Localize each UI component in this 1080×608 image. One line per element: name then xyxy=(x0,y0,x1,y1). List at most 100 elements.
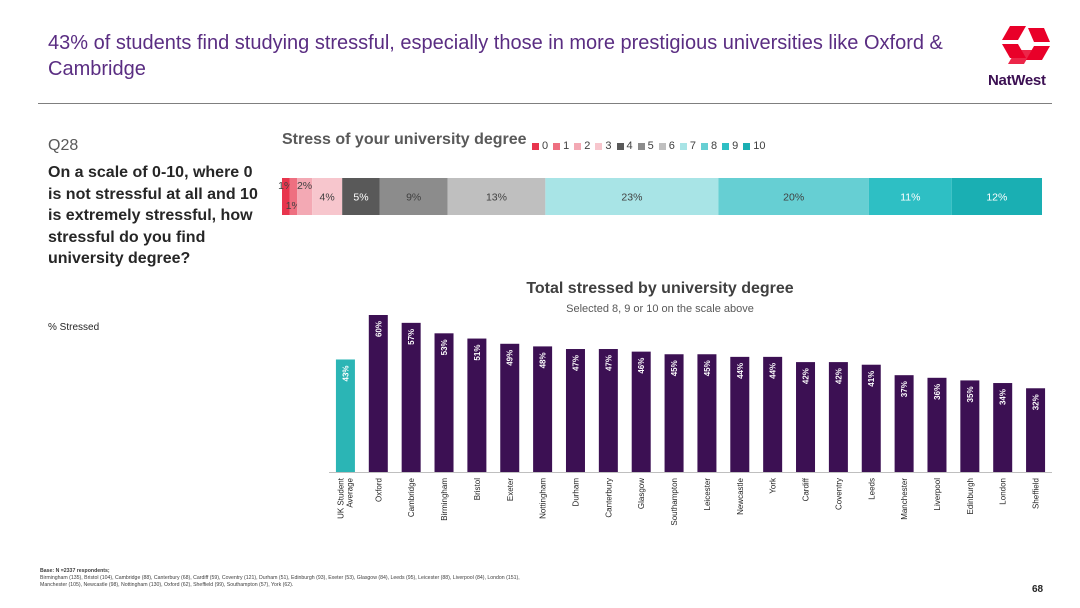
stack-segment-0 xyxy=(282,178,290,215)
category-label: Edinburgh xyxy=(966,478,975,514)
legend-swatch xyxy=(679,142,687,150)
stack-segment-4 xyxy=(342,178,380,215)
legend-item-3: 3 xyxy=(595,140,612,152)
bar-value-label: 53% xyxy=(440,339,449,355)
stack-label-10: 12% xyxy=(986,192,1007,204)
legend-swatch xyxy=(722,142,730,150)
legend-item-4: 4 xyxy=(616,140,633,152)
stack-segment-8 xyxy=(718,178,869,215)
stack-segment-3 xyxy=(312,178,343,215)
bar-edinburgh xyxy=(960,380,980,472)
stack-segment-10 xyxy=(951,178,1042,215)
stack-label-7: 23% xyxy=(621,192,642,204)
bar-value-label: 45% xyxy=(703,360,712,376)
bar-value-label: 45% xyxy=(670,360,679,376)
bar-value-label: 51% xyxy=(473,345,482,361)
bar-leeds xyxy=(861,364,881,472)
legend-label: 0 xyxy=(542,140,549,152)
legend-item-9: 9 xyxy=(722,140,738,152)
bar-leicester xyxy=(697,354,717,472)
category-label: Average xyxy=(345,477,354,507)
bar-value-label: 36% xyxy=(933,384,942,400)
footnote-line-1: Birmingham (135), Bristol (104), Cambrid… xyxy=(40,575,520,581)
category-label: Cardiff xyxy=(802,477,811,501)
bar-southampton xyxy=(664,354,684,472)
bar-value-label: 42% xyxy=(834,368,843,384)
bar-cardiff xyxy=(796,362,816,472)
stack-label-5: 9% xyxy=(406,192,421,204)
legend-item-10: 10 xyxy=(743,140,766,152)
bar-newcastle xyxy=(730,356,750,472)
stacked-chart-title: Stress of your university degree xyxy=(282,131,527,148)
legend-swatch xyxy=(637,142,645,150)
legend-item-8: 8 xyxy=(701,140,717,152)
category-label: Durham xyxy=(571,478,580,507)
stack-label-3: 4% xyxy=(320,192,335,204)
category-label: Cambridge xyxy=(407,477,416,517)
legend-item-2: 2 xyxy=(574,140,590,152)
natwest-logo-icon xyxy=(1002,26,1050,64)
category-label: Liverpool xyxy=(933,478,942,511)
category-label: Canterbury xyxy=(604,478,613,518)
legend-label: 6 xyxy=(668,140,675,152)
category-label: UK Student xyxy=(336,477,345,519)
bar-value-label: 32% xyxy=(1032,394,1041,410)
bar-value-label: 35% xyxy=(966,386,975,402)
bar-value-label: 34% xyxy=(999,389,1008,405)
bar-value-label: 49% xyxy=(506,350,515,366)
footnote-base: Base: N =2337 respondents; xyxy=(40,568,110,574)
category-label: Newcastle xyxy=(736,477,745,514)
legend-swatch xyxy=(595,142,603,150)
category-label: Birmingham xyxy=(440,478,449,521)
category-label: Bristol xyxy=(473,478,482,500)
legend-label: 5 xyxy=(647,140,654,152)
bar-value-label: 57% xyxy=(407,329,416,345)
legend-label: 7 xyxy=(689,140,696,152)
stack-label-9: 11% xyxy=(900,192,920,204)
legend-swatch xyxy=(616,142,624,150)
legend-item-7: 7 xyxy=(679,140,696,152)
bar-value-label: 42% xyxy=(802,368,811,384)
category-label: Nottingham xyxy=(539,478,548,519)
footnote: Base: N =2337 respondents; Birmingham (1… xyxy=(40,568,1000,589)
bar-coventry xyxy=(828,362,848,472)
bar-sheffield xyxy=(1026,388,1046,472)
bar-bristol xyxy=(467,338,487,472)
legend-label: 3 xyxy=(605,140,612,152)
legend-item-6: 6 xyxy=(658,140,675,152)
bar-glasgow xyxy=(631,351,651,472)
legend-swatch xyxy=(532,142,539,150)
stack-segment-1 xyxy=(289,178,298,215)
category-label: Oxford xyxy=(374,478,383,502)
header-divider xyxy=(38,103,1052,104)
legend-label: 1 xyxy=(563,140,570,152)
category-label: Sheffield xyxy=(1032,478,1041,509)
stack-label-2: 2% xyxy=(297,180,312,192)
column-chart-title: Total stressed by university degree xyxy=(526,280,794,297)
category-label: Exeter xyxy=(506,478,515,501)
bar-birmingham xyxy=(434,333,454,472)
stack-label-4: 5% xyxy=(353,192,368,204)
stack-segment-9 xyxy=(868,178,952,215)
question-text: On a scale of 0-10, where 0 is not stres… xyxy=(48,164,258,267)
legend-swatch xyxy=(658,142,666,150)
column-chart: 43% UK Student Average 60% Oxford 57% Cambridg… xyxy=(329,315,1052,526)
bar-nottingham xyxy=(533,346,553,472)
legend-label: 9 xyxy=(732,140,739,152)
page-title: 43% of students find studying stressful,… xyxy=(48,32,943,80)
legend-label: 4 xyxy=(626,140,633,152)
bar-canterbury xyxy=(598,349,618,472)
bar-york xyxy=(763,356,783,472)
bar-cambridge xyxy=(401,322,421,472)
bar-durham xyxy=(565,349,585,472)
legend-swatch xyxy=(743,142,751,150)
stack-segment-5 xyxy=(379,178,448,215)
category-label: Glasgow xyxy=(637,478,646,509)
legend-label: 8 xyxy=(711,140,718,152)
bar-oxford xyxy=(368,315,388,472)
bar-value-label: 44% xyxy=(769,363,778,379)
legend-swatch xyxy=(701,142,708,150)
category-label: Coventry xyxy=(834,478,843,510)
stacked-bar-chart: 1%1%2%4% 5% 9% 13% 23% 20% 11% 12% xyxy=(278,178,1042,215)
legend-label: 2 xyxy=(584,140,591,152)
